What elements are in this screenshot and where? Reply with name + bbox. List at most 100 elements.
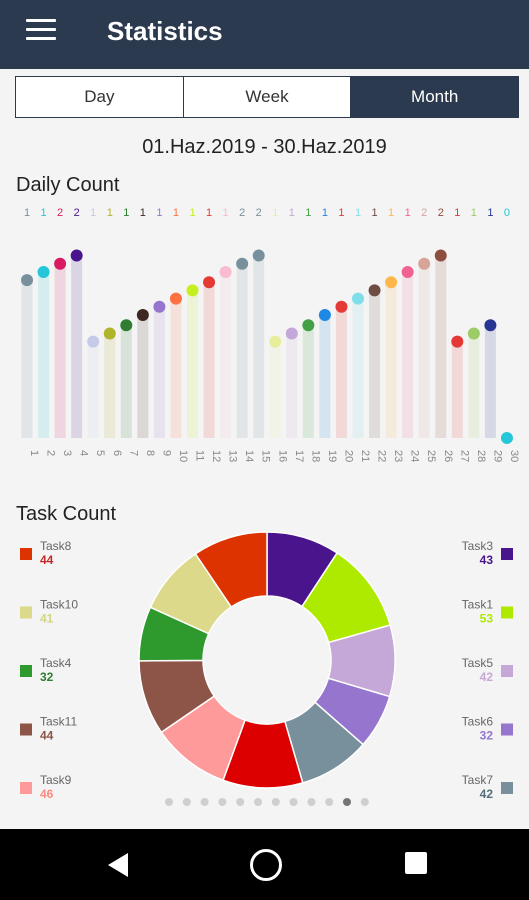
day-tick-label: 5 xyxy=(94,450,106,456)
tab-month[interactable]: Month xyxy=(351,77,519,117)
home-circle-icon[interactable] xyxy=(248,847,284,883)
daily-bar xyxy=(137,315,149,438)
daily-value-label: 2 xyxy=(239,207,245,219)
day-tick-label: 6 xyxy=(111,450,123,456)
pager-dot[interactable] xyxy=(200,798,209,806)
daily-bar xyxy=(451,341,463,438)
daily-count-chart: 1112232415161718191101111121132142151161… xyxy=(21,207,520,462)
legend-swatch xyxy=(20,723,32,736)
pager-dot[interactable] xyxy=(271,798,280,806)
pager-dot[interactable] xyxy=(360,798,369,806)
legend-value: 41 xyxy=(40,612,54,626)
daily-value-label: 1 xyxy=(223,207,229,219)
daily-point xyxy=(37,265,50,278)
day-tick-label: 8 xyxy=(144,450,156,456)
daily-value-label: 1 xyxy=(405,207,411,219)
daily-bar xyxy=(319,315,331,438)
daily-bar xyxy=(71,255,83,438)
day-tick-label: 20 xyxy=(342,450,354,462)
daily-value-label: 1 xyxy=(140,207,146,219)
tab-day[interactable]: Day xyxy=(16,77,184,117)
daily-value-label: 1 xyxy=(24,207,30,219)
daily-value-label: 2 xyxy=(438,207,444,219)
daily-point xyxy=(484,319,497,332)
legend-name: Task8 xyxy=(40,539,72,553)
tab-week[interactable]: Week xyxy=(184,77,352,117)
daily-point xyxy=(434,249,447,262)
day-tick-label: 23 xyxy=(392,450,404,462)
legend-value: 42 xyxy=(480,787,494,801)
daily-bar xyxy=(104,333,116,438)
daily-bar xyxy=(220,271,232,438)
daily-bar xyxy=(468,333,480,438)
pager-dot[interactable] xyxy=(325,798,334,806)
daily-point xyxy=(103,327,116,340)
daily-point xyxy=(467,327,480,340)
daily-value-label: 1 xyxy=(90,207,96,219)
pager-dot[interactable] xyxy=(254,798,262,806)
daily-point xyxy=(186,284,199,297)
back-triangle-icon[interactable] xyxy=(100,847,136,883)
legend-value: 44 xyxy=(40,729,54,743)
daily-bar xyxy=(385,282,397,438)
day-tick-label: 29 xyxy=(491,450,503,462)
daily-point xyxy=(451,335,464,348)
pager-dot[interactable] xyxy=(343,798,351,806)
daily-value-label: 2 xyxy=(57,207,63,219)
day-tick-label: 9 xyxy=(160,450,172,456)
hamburger-menu-icon[interactable] xyxy=(26,17,58,41)
daily-value-label: 1 xyxy=(173,207,179,219)
daily-point xyxy=(368,284,381,297)
daily-bar xyxy=(335,306,347,438)
daily-point xyxy=(352,292,364,305)
daily-point xyxy=(70,249,83,262)
pager-dot[interactable] xyxy=(289,798,298,806)
daily-point xyxy=(385,276,398,289)
daily-bar xyxy=(153,306,165,438)
daily-bar xyxy=(187,290,198,438)
daily-point xyxy=(401,265,414,278)
day-tick-label: 14 xyxy=(243,450,255,462)
day-tick-label: 26 xyxy=(442,450,454,462)
day-tick-label: 22 xyxy=(376,450,388,462)
app-bar: Statistics xyxy=(0,0,529,69)
pager-dot[interactable] xyxy=(236,798,245,806)
daily-value-label: 1 xyxy=(40,207,46,219)
legend-name: Task10 xyxy=(40,598,78,612)
period-selector: Day Week Month xyxy=(15,76,519,118)
legend-swatch xyxy=(20,606,32,619)
daily-bar xyxy=(286,333,298,438)
daily-bar xyxy=(236,263,248,438)
pager-dot[interactable] xyxy=(165,798,173,806)
day-tick-label: 16 xyxy=(276,450,288,462)
legend-swatch xyxy=(20,548,32,560)
recent-apps-square-icon[interactable] xyxy=(402,847,438,883)
legend-swatch xyxy=(20,782,32,794)
pager-dot[interactable] xyxy=(307,798,316,806)
pie-slice-task8[interactable] xyxy=(194,531,268,608)
day-tick-label: 27 xyxy=(458,450,470,462)
system-nav-bar xyxy=(0,829,529,900)
daily-point xyxy=(335,300,348,313)
daily-bar xyxy=(369,290,381,438)
pager-dot[interactable] xyxy=(218,798,227,806)
daily-bar xyxy=(435,255,447,438)
daily-bar xyxy=(269,341,281,438)
day-tick-label: 19 xyxy=(326,450,338,462)
daily-point xyxy=(169,292,182,305)
daily-value-label: 1 xyxy=(487,207,493,219)
day-tick-label: 10 xyxy=(177,450,189,462)
daily-point xyxy=(269,335,282,348)
date-range: 01.Haz.2019 - 30.Haz.2019 xyxy=(142,136,387,158)
legend-name: Task5 xyxy=(462,656,494,670)
daily-bar xyxy=(38,271,50,438)
day-tick-label: 28 xyxy=(475,450,487,462)
daily-bar xyxy=(253,255,265,438)
day-tick-label: 3 xyxy=(61,450,73,456)
daily-value-label: 1 xyxy=(338,207,344,219)
pager-dot[interactable] xyxy=(182,798,191,806)
